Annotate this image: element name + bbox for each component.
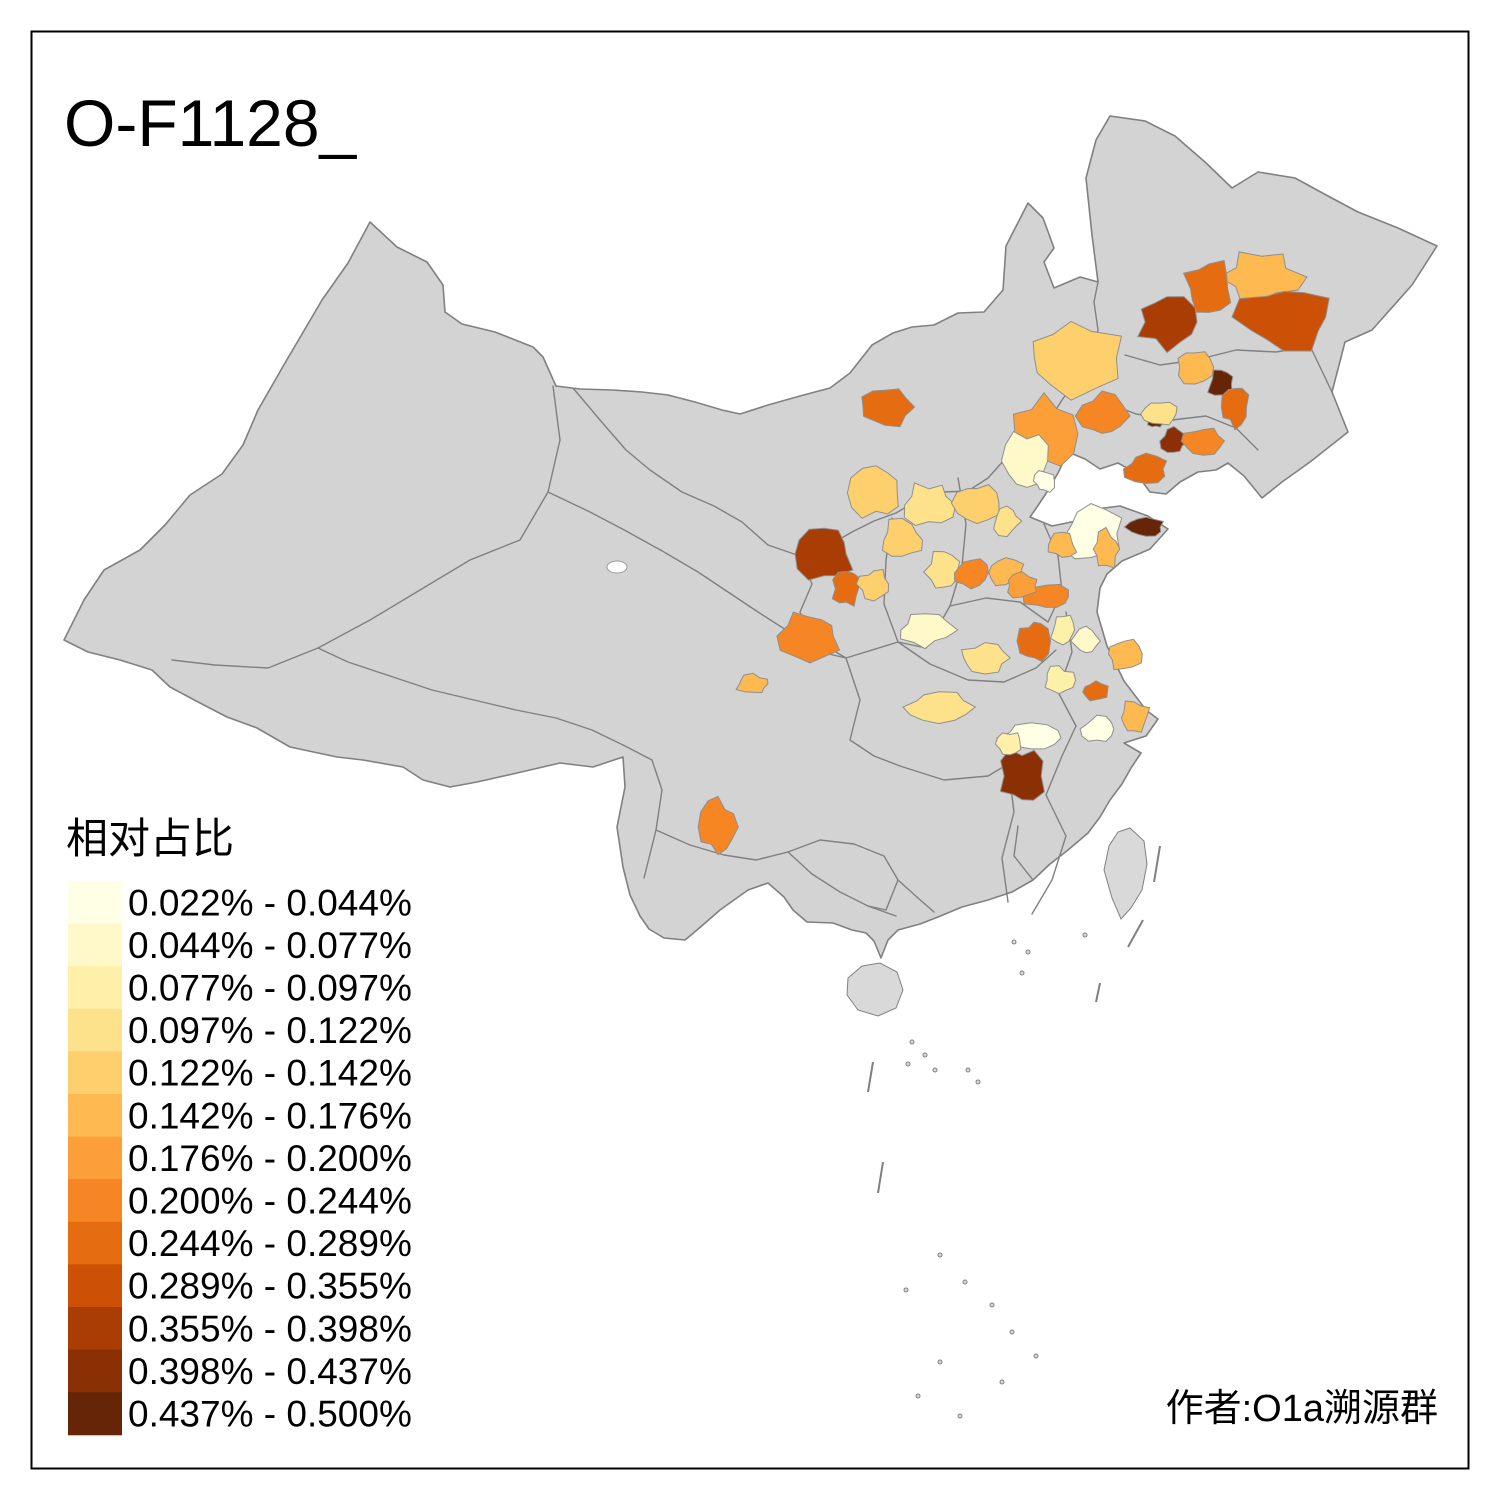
legend-swatch: [68, 1136, 122, 1180]
map-region[interactable]: [1047, 531, 1078, 558]
map-region[interactable]: [950, 484, 1000, 525]
legend-swatch: [68, 1349, 122, 1393]
map-region[interactable]: [831, 570, 862, 607]
legend: 相对占比 0.022% - 0.044%0.044% - 0.077%0.077…: [66, 815, 412, 1436]
map-region[interactable]: [1007, 571, 1038, 599]
legend-swatch: [68, 1008, 122, 1052]
legend-swatch: [68, 1221, 122, 1265]
legend-title: 相对占比: [66, 815, 234, 862]
map-region[interactable]: [1159, 426, 1191, 453]
legend-label: 0.355% - 0.398%: [128, 1308, 412, 1349]
map-region[interactable]: [999, 748, 1045, 801]
map-region[interactable]: [902, 691, 977, 725]
legend-rows: 0.022% - 0.044%0.044% - 0.077%0.077% - 0…: [68, 881, 412, 1436]
map-region[interactable]: [1220, 387, 1250, 431]
hainan-island: [846, 962, 904, 1017]
page-title: O-F1128_: [64, 86, 358, 160]
map-region[interactable]: [861, 388, 916, 428]
map-region[interactable]: [1137, 296, 1198, 354]
map-region[interactable]: [1070, 625, 1102, 654]
legend-label: 0.200% - 0.244%: [128, 1181, 412, 1222]
legend-swatch: [68, 923, 122, 967]
map-region[interactable]: [1016, 621, 1052, 663]
map-region[interactable]: [960, 642, 1012, 675]
map-region[interactable]: [1120, 700, 1151, 733]
legend-label: 0.077% - 0.097%: [128, 968, 412, 1009]
legend-label: 0.289% - 0.355%: [128, 1266, 412, 1307]
choropleth-regions: [697, 251, 1330, 856]
map-region[interactable]: [953, 558, 989, 590]
map-region[interactable]: [1182, 259, 1232, 313]
legend-swatch: [68, 1094, 122, 1138]
map-region[interactable]: [1107, 638, 1143, 671]
map-region[interactable]: [855, 568, 890, 602]
qinghai-lake: [606, 560, 628, 574]
china-mainland-outline: [63, 115, 1438, 959]
legend-swatch: [68, 1264, 122, 1308]
map-region[interactable]: [1074, 390, 1131, 434]
legend-swatch: [68, 1051, 122, 1095]
legend-label: 0.142% - 0.176%: [128, 1095, 412, 1136]
map-region[interactable]: [1180, 427, 1226, 456]
map-region[interactable]: [1231, 290, 1330, 352]
map-region[interactable]: [776, 611, 841, 664]
map-region[interactable]: [1123, 452, 1168, 485]
map-region[interactable]: [846, 465, 899, 519]
map-region[interactable]: [697, 795, 739, 856]
map-region[interactable]: [993, 505, 1023, 538]
legend-label: 0.044% - 0.077%: [128, 925, 412, 966]
figure-frame: [30, 30, 1470, 1470]
legend-label: 0.244% - 0.289%: [128, 1223, 412, 1264]
map-region[interactable]: [1092, 526, 1121, 569]
legend-label: 0.022% - 0.044%: [128, 882, 412, 923]
map-region[interactable]: [1140, 401, 1178, 426]
map-region[interactable]: [1082, 680, 1109, 702]
map-region[interactable]: [1032, 320, 1123, 401]
legend-label: 0.176% - 0.200%: [128, 1138, 412, 1179]
legend-label: 0.398% - 0.437%: [128, 1351, 412, 1392]
map-region[interactable]: [881, 517, 924, 557]
map-region[interactable]: [994, 732, 1022, 756]
legend-label: 0.097% - 0.122%: [128, 1010, 412, 1051]
map-region[interactable]: [1177, 351, 1215, 385]
map-region[interactable]: [1044, 665, 1077, 695]
legend-swatch: [68, 1179, 122, 1223]
legend-label: 0.437% - 0.500%: [128, 1394, 412, 1435]
map-region[interactable]: [899, 613, 959, 650]
legend-swatch: [68, 966, 122, 1010]
map-region[interactable]: [1123, 516, 1165, 537]
map-region[interactable]: [923, 550, 961, 589]
legend-label: 0.122% - 0.142%: [128, 1053, 412, 1094]
legend-swatch: [68, 1307, 122, 1351]
map-region[interactable]: [1079, 714, 1115, 742]
legend-swatch: [68, 1392, 122, 1436]
map-region[interactable]: [1049, 614, 1076, 646]
map-region[interactable]: [735, 672, 769, 694]
map-region[interactable]: [1032, 470, 1056, 493]
author-credit: 作者:O1a溯源群: [1166, 1388, 1438, 1430]
map-region[interactable]: [903, 482, 956, 527]
legend-swatch: [68, 881, 122, 925]
south-china-sea-islets: [867, 845, 1161, 1419]
taiwan-island: [1103, 827, 1148, 920]
